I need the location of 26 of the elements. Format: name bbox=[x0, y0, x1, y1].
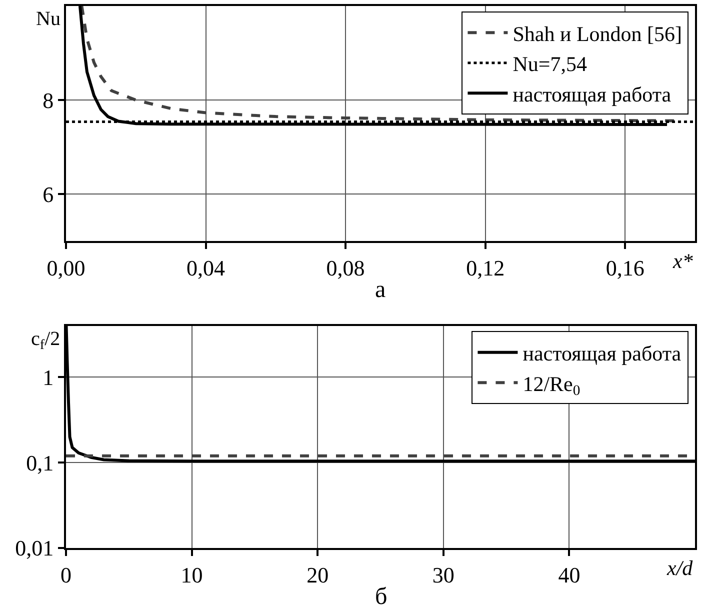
x-tick-label: 0,00 bbox=[46, 256, 86, 281]
x-tick-label: 0,04 bbox=[186, 256, 226, 281]
y-tick-label: 0,1 bbox=[26, 450, 54, 476]
y-tick-label: 0,01 bbox=[15, 536, 54, 561]
x-tick-label: 0,08 bbox=[326, 256, 365, 281]
legend-label: 12/Re$_{0}$ bbox=[522, 372, 580, 400]
legend-label: настоящая работа bbox=[522, 342, 682, 366]
x-tick-label: 40 bbox=[558, 562, 580, 588]
x-tick-label: 0,12 bbox=[466, 256, 505, 281]
y-axis-title: c$_{f}$/2 bbox=[31, 328, 60, 354]
x-tick-label: 0,16 bbox=[606, 256, 644, 281]
text: а bbox=[375, 277, 386, 303]
y-tick-label: 8 bbox=[42, 88, 54, 113]
legend-label: настоящая работа bbox=[512, 82, 672, 106]
y-tick-label: 1 bbox=[42, 364, 54, 390]
x-axis-title: x* bbox=[672, 249, 694, 273]
x-tick-label: 20 bbox=[306, 562, 329, 588]
text: б bbox=[375, 584, 388, 610]
x-tick-label: 10 bbox=[180, 562, 203, 588]
legend-label: Shah и London [56] bbox=[512, 22, 682, 46]
y-tick-label: 6 bbox=[42, 182, 54, 207]
x-axis-title: x/d bbox=[666, 556, 694, 580]
legend-label: Nu=7,54 bbox=[512, 52, 588, 76]
x-tick-label: 30 bbox=[432, 562, 454, 588]
x-tick-label: 0 bbox=[60, 562, 72, 588]
y-axis-title: Nu bbox=[36, 8, 60, 30]
